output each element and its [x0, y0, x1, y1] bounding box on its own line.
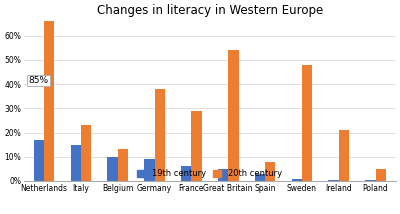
Bar — [34, 140, 44, 181]
Bar — [228, 50, 238, 181]
Bar — [81, 125, 91, 181]
Bar — [339, 130, 349, 181]
Bar — [255, 174, 265, 181]
Bar — [118, 149, 128, 181]
Bar — [108, 157, 118, 181]
Bar — [265, 162, 275, 181]
Bar — [192, 111, 202, 181]
Bar — [302, 65, 312, 181]
Bar — [154, 89, 165, 181]
Bar — [44, 0, 54, 181]
Bar — [365, 180, 376, 181]
Legend: 19th century, 20th century: 19th century, 20th century — [137, 169, 282, 178]
Title: Changes in literacy in Western Europe: Changes in literacy in Western Europe — [97, 4, 323, 17]
Bar — [328, 180, 339, 181]
Bar — [218, 169, 228, 181]
Bar — [181, 166, 192, 181]
Text: 85%: 85% — [29, 76, 49, 85]
Bar — [292, 178, 302, 181]
Bar — [376, 169, 386, 181]
Bar — [70, 145, 81, 181]
Bar — [144, 159, 154, 181]
